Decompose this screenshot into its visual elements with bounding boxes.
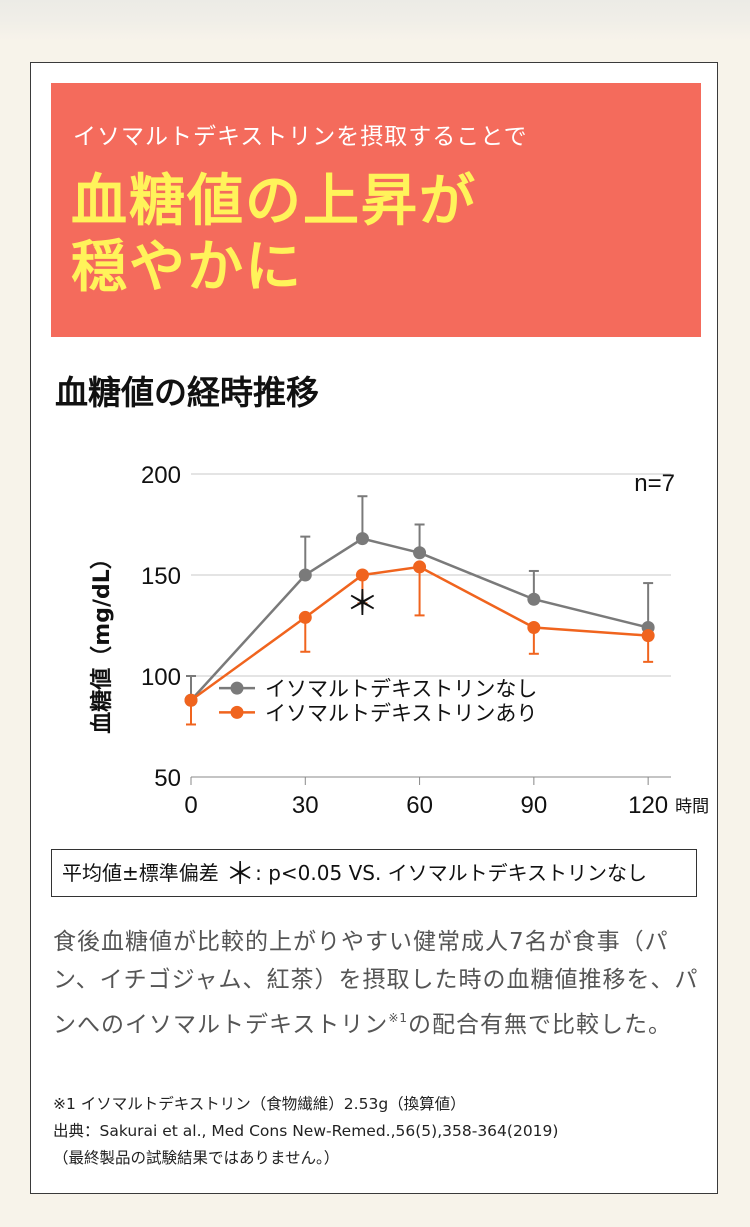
- data-point-s1-0: [184, 693, 198, 707]
- y-tick-label-200: 200: [141, 462, 181, 489]
- data-point-s0-2: [355, 532, 369, 546]
- data-point-s1-2: [355, 568, 369, 582]
- chart-title: 血糖値の経時推移: [55, 373, 319, 412]
- note-significance: : p<0.05 VS. イソマルトデキストリンなし: [255, 861, 648, 885]
- footnote-1: ※1 イソマルトデキストリン（食物繊維）2.53g（換算値）: [53, 1095, 466, 1113]
- note-sd: 標準偏差: [138, 861, 219, 885]
- data-point-s0-4: [527, 592, 541, 606]
- banner-subtitle: イソマルトデキストリンを摂取することで: [73, 124, 528, 150]
- n-annotation: n=7: [634, 470, 675, 497]
- note-star: ＊: [225, 857, 256, 892]
- description-tail: の配合有無で比較した。: [408, 1012, 673, 1038]
- series-line-0: [190, 537, 649, 702]
- footnotes: ※1 イソマルトデキストリン（食物繊維）2.53g（換算値） 出典：Sakura…: [53, 1091, 703, 1172]
- description-main: 食後血糖値が比較的上がりやすい健常成人7名が食事（パン、イチゴジャム、紅茶）を摂…: [53, 929, 699, 1038]
- data-point-s1-1: [298, 610, 312, 624]
- x-tick-label-0: 0: [184, 792, 197, 819]
- data-point-s0-3: [413, 546, 427, 560]
- legend-label-0: イソマルトデキストリンなし: [265, 677, 537, 701]
- y-tick-label-150: 150: [141, 563, 181, 590]
- content-card: イソマルトデキストリンを摂取することで 血糖値の上昇が 穏やかに 血糖値の経時推…: [30, 62, 718, 1194]
- legend-marker-1: [230, 705, 244, 719]
- legend-label-1: イソマルトデキストリンあり: [265, 701, 537, 725]
- x-axis-label: 時間（分）: [675, 797, 717, 817]
- top-texture: [0, 0, 750, 40]
- description: 食後血糖値が比較的上がりやすい健常成人7名が食事（パン、イチゴジャム、紅茶）を摂…: [53, 923, 703, 1044]
- legend-note: 平均値±標準偏差 ＊: p<0.05 VS. イソマルトデキストリンなし: [51, 849, 697, 897]
- disclaimer: （最終製品の試験結果ではありません。）: [53, 1149, 340, 1167]
- y-tick-label-100: 100: [141, 664, 181, 691]
- data-point-s1-4: [527, 621, 541, 635]
- x-tick-label-30: 30: [292, 792, 319, 819]
- y-axis-label: 血糖値（mg/dL）: [89, 547, 115, 733]
- data-point-s1-5: [641, 629, 655, 643]
- banner-title-line2: 穏やかに: [71, 235, 303, 300]
- data-point-s0-1: [298, 568, 312, 582]
- blood-glucose-chart: 50 100 150 200 0 30 60 90 120 時間（分） 血糖値（mg/dL） n=7 ＊…: [89, 462, 717, 819]
- note-mean: 平均値: [62, 861, 122, 885]
- banner-title-line1: 血糖値の上昇が: [71, 169, 477, 234]
- note-pm: ±: [122, 861, 139, 885]
- x-tick-label-90: 90: [521, 792, 548, 819]
- y-tick-label-50: 50: [154, 765, 181, 792]
- headline-banner: イソマルトデキストリンを摂取することで 血糖値の上昇が 穏やかに: [51, 83, 701, 337]
- data-point-s1-3: [413, 560, 427, 574]
- source-citation: 出典：Sakurai et al., Med Cons New-Remed.,5…: [53, 1122, 559, 1140]
- x-tick-label-60: 60: [406, 792, 433, 819]
- banner-title: 血糖値の上昇が 穏やかに: [71, 169, 671, 301]
- x-tick-label-120: 120: [628, 792, 668, 819]
- description-sup: ※1: [388, 1011, 409, 1025]
- legend-marker-0: [230, 681, 244, 695]
- significance-marker-0: ＊: [345, 584, 379, 624]
- series-line-1: [190, 565, 649, 702]
